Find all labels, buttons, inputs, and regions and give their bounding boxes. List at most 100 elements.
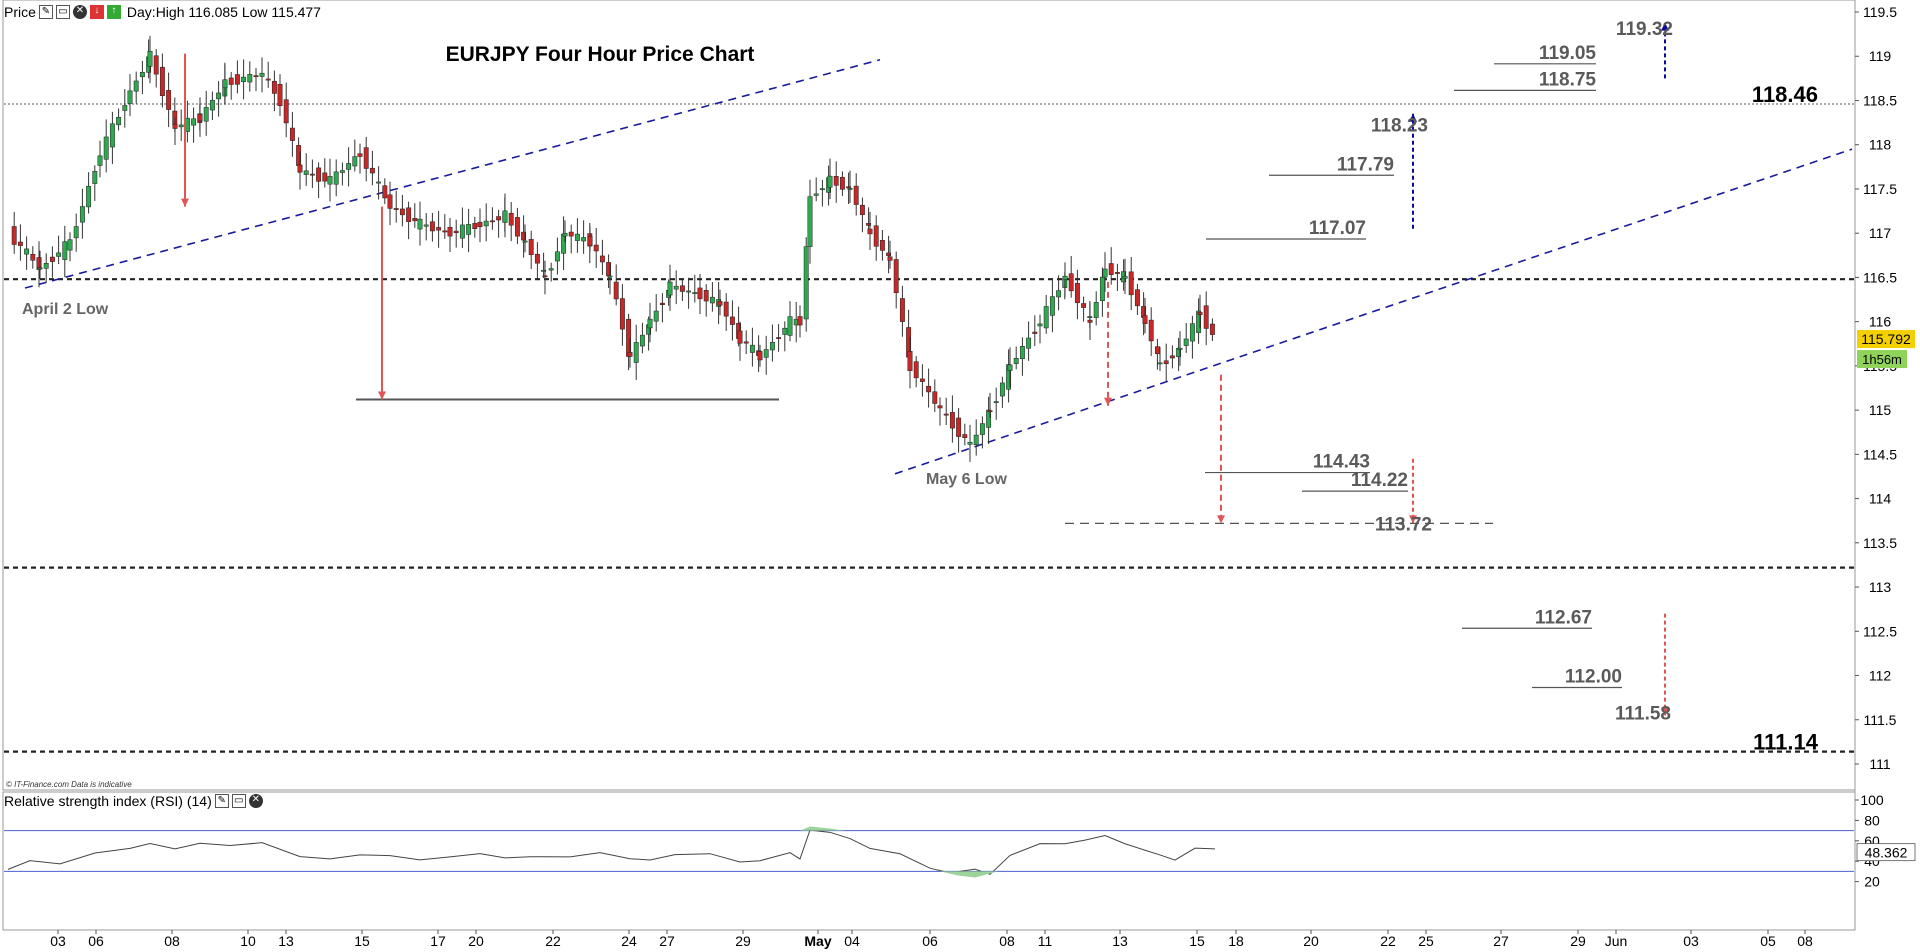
candle-down	[1209, 323, 1215, 335]
close-icon[interactable]: ✕	[72, 5, 87, 19]
x-tick-label: 24	[621, 933, 637, 949]
candle-up	[37, 267, 43, 270]
x-tick-label: May	[804, 933, 831, 949]
candle-up	[127, 90, 133, 104]
price-label: Price	[4, 4, 36, 20]
candle-down	[496, 216, 502, 221]
wrench-icon[interactable]: ✎	[38, 5, 53, 19]
candle-down	[703, 290, 709, 302]
x-tick-label: 22	[545, 933, 561, 949]
rsi-y-tick-label: 20	[1864, 874, 1880, 890]
close-icon[interactable]: ✕	[248, 794, 263, 808]
candle-down	[153, 55, 159, 75]
candle-down	[322, 172, 328, 182]
red-dashed-arrow-head	[1217, 515, 1225, 524]
candle-up	[86, 185, 92, 208]
window-icon[interactable]: ▭	[231, 794, 246, 808]
window-icon[interactable]: ▭	[55, 5, 70, 19]
candle-down	[197, 113, 203, 122]
candle-down	[1134, 289, 1140, 307]
candle-down	[1081, 303, 1087, 308]
candle-down	[1108, 263, 1114, 275]
candle-down	[887, 256, 893, 261]
candle-down	[283, 99, 289, 124]
candle-up	[686, 290, 692, 293]
candle-up	[1056, 290, 1062, 298]
candle-up	[417, 218, 423, 230]
candle-down	[599, 255, 605, 263]
target-label: 113.72	[1375, 514, 1432, 535]
key-level-label: 111.14	[1753, 730, 1819, 755]
blue-dashed-arrow-head	[1409, 113, 1417, 122]
candle-up	[763, 349, 769, 358]
candle-down	[412, 218, 418, 222]
x-tick-label: 11	[1038, 933, 1053, 949]
rsi-current-badge	[1856, 843, 1916, 862]
candle-up	[541, 269, 547, 272]
copyright-note: © IT-Finance.com Data is indicative	[6, 780, 132, 789]
y-tick-label: 113.5	[1863, 535, 1897, 551]
candle-down	[534, 253, 540, 264]
candle-up	[986, 409, 992, 428]
y-tick-label: 118.5	[1863, 92, 1897, 108]
x-tick-label: 13	[1112, 933, 1128, 949]
candle-down	[30, 253, 36, 261]
candle-up	[247, 74, 253, 83]
y-tick-label: 114.5	[1863, 446, 1897, 462]
candle-down	[429, 221, 435, 232]
candle-down	[521, 231, 527, 241]
candle-down	[406, 207, 412, 222]
candle-down	[228, 77, 234, 85]
candle-down	[271, 80, 277, 94]
candle-down	[1169, 355, 1175, 359]
red-dashed-arrow-head	[1409, 515, 1417, 524]
candle-down	[587, 236, 593, 247]
arrow-down-icon[interactable]: ↓	[89, 5, 104, 19]
y-tick-label: 116	[1869, 314, 1892, 330]
target-label: 119.32	[1616, 19, 1673, 40]
candle-up	[333, 171, 339, 185]
arrow-up-icon[interactable]: ↑	[106, 5, 121, 19]
y-tick-label: 111.5	[1864, 712, 1897, 728]
candle-down	[729, 316, 735, 325]
x-tick-label: 27	[659, 933, 675, 949]
candle-up	[633, 342, 639, 363]
candle-up	[209, 99, 215, 111]
candle-down	[873, 225, 879, 247]
candle-up	[1122, 276, 1128, 279]
candle-up	[56, 252, 62, 257]
current-price-badge	[1857, 330, 1915, 349]
wrench-icon[interactable]: ✎	[214, 794, 229, 808]
candle-up	[133, 80, 139, 92]
candle-up	[1019, 346, 1025, 359]
candle-up	[782, 327, 788, 335]
rsi-panel-frame	[2, 791, 1856, 931]
candle-down	[514, 217, 520, 237]
rsi-panel-toolbar: Relative strength index (RSI) (14) ✎ ▭ ✕	[4, 793, 263, 809]
candle-down	[956, 417, 962, 437]
target-label: 117.79	[1337, 154, 1394, 175]
x-tick-label: 29	[1570, 933, 1586, 949]
target-label: 114.43	[1313, 452, 1370, 473]
candle-down	[943, 413, 949, 416]
red-dashed-arrow-head	[1661, 707, 1669, 716]
x-tick-label: 04	[844, 933, 860, 949]
candle-up	[352, 156, 358, 167]
target-label: 118.23	[1371, 115, 1428, 136]
candle-down	[893, 259, 899, 294]
candle-down	[568, 231, 574, 237]
candle-up	[581, 237, 587, 242]
annotation-april-2-low: April 2 Low	[22, 301, 109, 318]
candle-down	[937, 405, 943, 409]
candle-down	[253, 75, 259, 78]
candle-up	[92, 171, 98, 184]
candle-up	[827, 175, 833, 188]
candle-up	[1006, 364, 1012, 390]
x-tick-label: 08	[164, 933, 180, 949]
candle-up	[709, 296, 715, 304]
candle-down	[542, 275, 548, 278]
candle-down	[316, 167, 322, 182]
candle-down	[11, 226, 17, 245]
candle-down	[833, 176, 839, 186]
candle-down	[659, 302, 665, 306]
